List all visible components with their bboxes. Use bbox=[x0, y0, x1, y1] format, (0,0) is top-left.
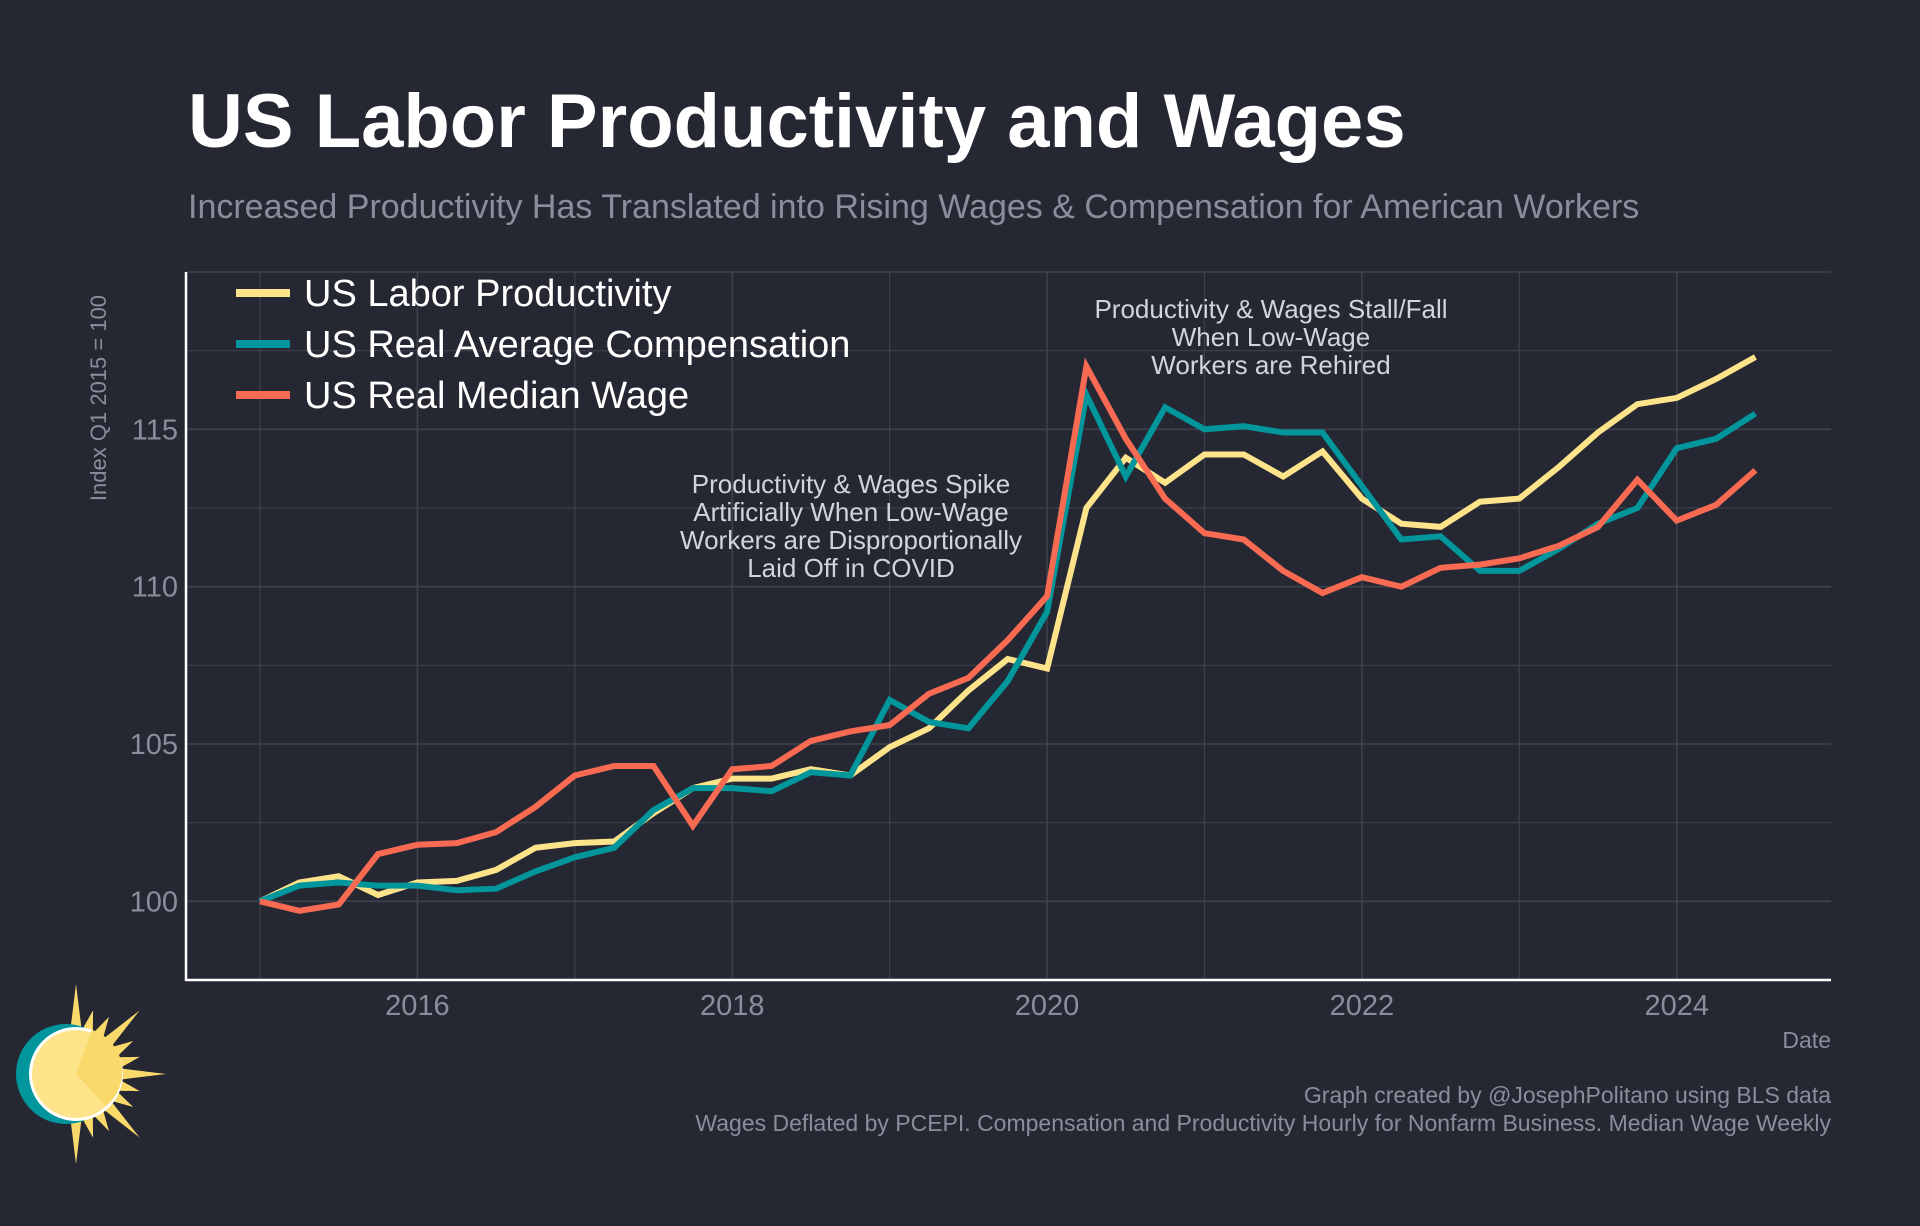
footer-note: Wages Deflated by PCEPI. Compensation an… bbox=[695, 1110, 1831, 1136]
y-axis-label: Index Q1 2015 = 100 bbox=[86, 295, 111, 501]
annotation-line: Workers are Disproportionally bbox=[680, 525, 1022, 555]
sun-ray bbox=[70, 984, 82, 1031]
chart-subtitle: Increased Productivity Has Translated in… bbox=[188, 188, 1640, 226]
series-lines bbox=[258, 354, 1758, 914]
x-tick-label: 2024 bbox=[1644, 990, 1709, 1022]
sun-ray bbox=[102, 1100, 140, 1138]
annotation-line: When Low-Wage bbox=[1172, 322, 1370, 352]
annotation-line: Productivity & Wages Stall/Fall bbox=[1094, 294, 1447, 324]
footer-credit: Graph created by @JosephPolitano using B… bbox=[1304, 1082, 1831, 1108]
annotation-line: Productivity & Wages Spike bbox=[692, 469, 1010, 499]
annotation-line: Laid Off in COVID bbox=[747, 553, 955, 583]
y-tick-label: 105 bbox=[130, 729, 178, 761]
legend-label: US Real Average Compensation bbox=[304, 324, 850, 366]
annotation-line: Artificially When Low-Wage bbox=[693, 497, 1008, 527]
legend: US Labor Productivity US Real Average Com… bbox=[236, 273, 850, 417]
x-axis-label: Date bbox=[1782, 1027, 1831, 1053]
chart-title: US Labor Productivity and Wages bbox=[188, 79, 1406, 164]
grid bbox=[186, 271, 1831, 980]
sun-ray bbox=[116, 1079, 140, 1092]
sun-logo bbox=[16, 984, 166, 1164]
series-line-us-labor-productivity bbox=[258, 354, 1757, 905]
legend-label: US Real Median Wage bbox=[304, 375, 689, 417]
y-tick-label: 100 bbox=[130, 886, 178, 918]
sun-ray bbox=[70, 1117, 82, 1164]
series-line-us-real-median-wage bbox=[259, 357, 1758, 914]
y-tick-label: 110 bbox=[132, 572, 178, 604]
sun-ray bbox=[81, 1114, 94, 1138]
sun-ray bbox=[81, 1010, 94, 1034]
x-tick-label: 2018 bbox=[700, 990, 765, 1022]
series-line-us-real-average-compensation bbox=[258, 385, 1758, 905]
sun-ray bbox=[116, 1056, 140, 1069]
tick-labels: 2016 2018 2020 2022 2024 100 105 110 115 bbox=[130, 414, 1709, 1022]
sun-ray bbox=[119, 1068, 166, 1080]
y-tick-label: 115 bbox=[132, 414, 178, 446]
annotation-line: Workers are Rehired bbox=[1151, 350, 1390, 380]
x-tick-label: 2022 bbox=[1330, 990, 1395, 1022]
x-tick-label: 2016 bbox=[385, 990, 450, 1022]
x-tick-label: 2020 bbox=[1015, 990, 1080, 1022]
sun-ray bbox=[102, 1010, 140, 1048]
legend-label: US Labor Productivity bbox=[304, 273, 672, 315]
